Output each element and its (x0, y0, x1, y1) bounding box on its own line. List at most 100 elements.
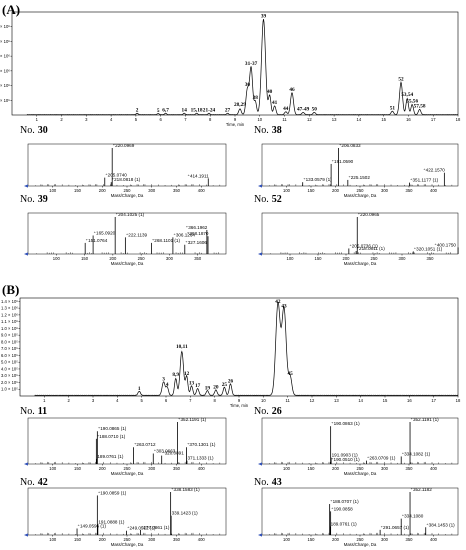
x-tick-label: 350 (427, 256, 435, 261)
peak-label: 10,11 (176, 344, 188, 350)
x-axis-label: Mass/Charge, Da (111, 471, 144, 476)
peak-mz-label: ⁺414.1911 (188, 173, 210, 178)
x-tick-label: 100 (49, 537, 57, 542)
x-tick-label: 350 (406, 537, 414, 542)
peak-mz-label: ⁺190.0865 (1) (98, 426, 127, 431)
x-tick-label: 300 (148, 537, 156, 542)
peak-mz-label: ⁺334.1080 (402, 514, 424, 519)
no-number: 30 (38, 125, 48, 136)
peak-label: 25 (222, 382, 228, 388)
no-prefix: No. (254, 125, 269, 136)
peak-mz-label: ⁺206.0833 (339, 143, 361, 148)
x-axis-label: Mass/Charge, Da (344, 471, 377, 476)
x-axis-label: Mass/Charge, Da (344, 193, 377, 198)
peak-mz-label: ⁺190.0510 (1) (331, 457, 360, 462)
x-tick-label: 12 (310, 398, 315, 403)
x-tick-label: 18 (456, 398, 461, 403)
x-tick-label: 100 (283, 466, 291, 471)
peak-mz-label: ⁺338.1583 (1) (171, 487, 200, 492)
x-tick-label: 150 (308, 188, 316, 193)
axis-origin-marker (258, 252, 262, 256)
ms-A52-frame (261, 212, 459, 255)
x-tick-label: 350 (173, 188, 181, 193)
peak-label: 53,54 (401, 92, 413, 98)
peak-mz-label: ⁺366.1962 (186, 225, 208, 230)
peak-mz-label: ⁺151.0764 (86, 238, 108, 243)
x-tick-label: 350 (173, 537, 181, 542)
x-tick-label: 12 (307, 117, 312, 122)
ms-A52-no-label: No. 52 (254, 194, 282, 205)
x-tick-label: 6 (165, 398, 168, 403)
peak-mz-label: ⁺263.0712 (134, 442, 156, 447)
y-tick-label: 6.0 × 10⁵ (1, 353, 18, 358)
x-tick-label: 2 (67, 398, 70, 403)
peak-mz-label: ⁺352.1182 (411, 487, 433, 492)
peak-mz-label: ⁺384.1453 (1) (426, 522, 455, 527)
ms-A39-frame (27, 212, 227, 255)
x-tick-label: 400 (430, 188, 438, 193)
x-tick-label: 400 (198, 466, 206, 471)
x-tick-label: 3 (85, 117, 88, 122)
no-prefix: No. (20, 406, 35, 417)
peak-mz-label: ⁺220.0965 (358, 212, 380, 217)
x-tick-label: 150 (74, 537, 82, 542)
y-tick-label: 8.0 × 10⁵ (1, 339, 18, 344)
ms-B43-chart: No. 43 100 150 200 250 300 350 400 Mass/Charge, D… (254, 477, 459, 547)
axis-origin-marker (258, 462, 262, 466)
no-prefix: No. (20, 194, 35, 205)
x-tick-label: 300 (148, 188, 156, 193)
ms-B26-chart: No. 26 100 150 200 250 300 350 400 Mass/Charge, D… (254, 406, 459, 476)
x-tick-label: 18 (456, 117, 461, 122)
ms-A30-chart: No. 30 100 150 200 250 300 350 400 Mass/Charge, D… (20, 125, 227, 198)
x-tick-label: 5 (135, 117, 138, 122)
x-tick-label: 13 (334, 398, 339, 403)
x-tick-label: 7 (189, 398, 192, 403)
axis-origin-marker (258, 533, 262, 537)
x-tick-label: 4 (116, 398, 119, 403)
peak-label: 30 (245, 82, 251, 88)
x-tick-label: 200 (99, 537, 107, 542)
x-tick-label: 13 (332, 117, 337, 122)
x-tick-label: 8 (213, 398, 216, 403)
x-tick-label: 1 (36, 117, 39, 122)
peak-mz-label: ⁺263.0709 (1) (367, 456, 396, 461)
ms-B43-no-label: No. 43 (254, 477, 282, 488)
peak-mz-label: ⁺218.0811 (1) (357, 246, 386, 251)
peak-mz-label: ⁺190.0859 (1) (98, 490, 127, 495)
peak-label: 52 (398, 77, 404, 83)
x-tick-label: 300 (166, 256, 174, 261)
x-tick-label: 16 (406, 117, 411, 122)
x-tick-label: 200 (332, 466, 340, 471)
x-tick-label: 9 (234, 117, 237, 122)
x-tick-label: 100 (49, 466, 57, 471)
y-tick-label: 4.0 × 10⁵ (1, 366, 18, 371)
tic-A-trace (26, 18, 459, 116)
peak-mz-label: 191.0888 (1) (98, 519, 125, 524)
peak-label: 13 (189, 381, 195, 387)
y-tick-label: 2.5 × 10⁶ (0, 39, 10, 44)
x-tick-label: 5 (140, 398, 143, 403)
tic-A-frame (11, 11, 459, 116)
peak-mz-label: ⁺303.0663 (154, 449, 176, 454)
x-tick-label: 200 (109, 256, 117, 261)
peak-mz-label: ⁺190.0863 (1) (331, 421, 360, 426)
peak-mz-label: ⁺149.0596 (1) (78, 524, 107, 529)
ms-A38-no-label: No. 38 (254, 125, 282, 136)
x-tick-label: 11 (282, 117, 287, 122)
peak-mz-label: ⁺205.0740 (105, 173, 127, 178)
peak-label: 2 (136, 108, 139, 114)
no-number: 39 (38, 194, 48, 205)
x-tick-label: 150 (315, 256, 323, 261)
ms-A52-chart: No. 52 100 150 200 250 300 350 Mass/Charge, Da ⁺2… (254, 194, 459, 266)
y-tick-label: 2.0 × 10⁶ (0, 54, 10, 59)
peak-mz-label: ⁺204.1025 (1) (116, 212, 145, 217)
peak-mz-label: ⁺205.0736 (1) (349, 243, 378, 248)
x-tick-label: 350 (406, 188, 414, 193)
ms-B26-no-label: No. 26 (254, 406, 282, 417)
y-tick-label: 5.0 × 10⁵ (0, 98, 10, 103)
tic-B-trace (34, 302, 459, 396)
no-number: 43 (272, 477, 282, 488)
peak-mz-label: ⁺352.1191 (1) (411, 417, 440, 422)
x-tick-label: 6 (159, 117, 162, 122)
peak-mz-label: ⁺188.0710 (1) (97, 434, 126, 439)
